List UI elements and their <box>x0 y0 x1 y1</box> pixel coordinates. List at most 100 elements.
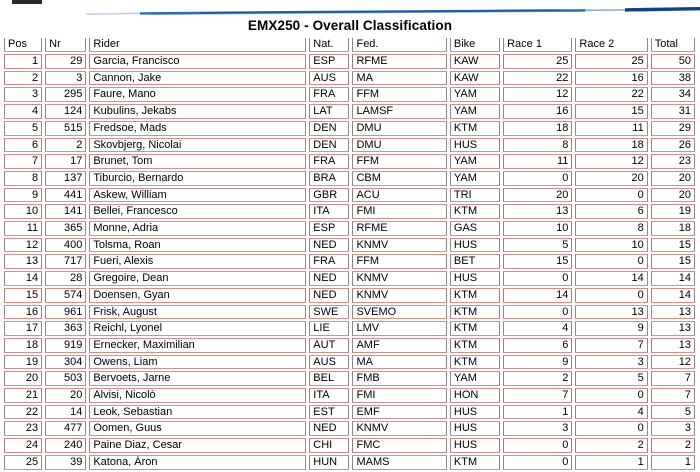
cell-pos: 5 <box>4 120 43 136</box>
cell-pos: 2 <box>4 70 43 86</box>
cell-nat: FRA <box>309 87 350 103</box>
cell-pos: 25 <box>4 454 43 470</box>
cell-nat: FRA <box>309 254 350 270</box>
cell-bike: YAM <box>449 87 501 103</box>
cell-total: 7 <box>650 371 695 387</box>
cell-race1: 7 <box>503 388 573 403</box>
cell-total: 38 <box>650 70 695 86</box>
table-row: 15 574 Doensen, Gyan NED KNMV KTM 14 0 14 <box>4 287 695 303</box>
cell-fed: EMF <box>352 404 447 420</box>
cell-bike: KTM <box>449 304 501 320</box>
cell-total: 20 <box>650 170 695 186</box>
cell-rider: Bellei, Francesco <box>89 204 307 220</box>
cell-total: 34 <box>650 87 695 103</box>
table-row: 2 3 Cannon, Jake AUS MA KAW 22 16 38 <box>4 70 695 86</box>
cell-nat: GBR <box>309 187 350 203</box>
cell-total: 20 <box>650 187 695 203</box>
cell-nr: 39 <box>45 454 87 470</box>
cell-race2: 3 <box>575 354 648 370</box>
cell-nat: DEN <box>309 120 350 136</box>
cell-rider: Tolsma, Roan <box>89 237 307 253</box>
cell-rider: Paine Diaz, Cesar <box>89 438 307 453</box>
cell-nr: 29 <box>45 54 87 69</box>
cell-fed: KNMV <box>352 237 447 253</box>
cell-nat: ITA <box>309 204 350 220</box>
cell-pos: 11 <box>4 221 43 236</box>
cell-bike: HON <box>449 388 501 403</box>
cell-nr: 3 <box>45 70 87 86</box>
cell-total: 14 <box>650 271 695 286</box>
cell-rider: Garcia, Francisco <box>89 54 307 69</box>
cell-total: 13 <box>650 304 695 320</box>
column-header-bike: Bike <box>449 38 501 52</box>
cell-total: 18 <box>650 221 695 236</box>
cell-pos: 10 <box>4 204 43 220</box>
cell-race1: 2 <box>503 371 573 387</box>
cell-nat: NED <box>309 237 350 253</box>
cell-race1: 3 <box>503 421 573 437</box>
column-header-race1: Race 1 <box>503 38 573 52</box>
cell-race2: 18 <box>575 137 648 153</box>
cell-nat: CHI <box>309 438 350 453</box>
cell-nat: NED <box>309 271 350 286</box>
cell-total: 13 <box>650 337 695 353</box>
cell-nat: BRA <box>309 170 350 186</box>
cell-pos: 1 <box>4 54 43 69</box>
cell-pos: 12 <box>4 237 43 253</box>
column-header-pos: Pos <box>4 38 43 52</box>
cell-nat: AUT <box>309 337 350 353</box>
cell-total: 1 <box>650 454 695 470</box>
cell-nat: ESP <box>309 221 350 236</box>
cell-nr: 17 <box>45 154 87 169</box>
cell-fed: DMU <box>352 137 447 153</box>
cell-total: 3 <box>650 421 695 437</box>
cell-race2: 13 <box>575 304 648 320</box>
cell-fed: ACU <box>352 187 447 203</box>
cell-bike: KAW <box>449 54 501 69</box>
table-row: 22 14 Leok, Sebastian EST EMF HUS 1 4 5 <box>4 404 695 420</box>
cell-race1: 16 <box>503 104 573 119</box>
cell-bike: TRI <box>449 187 501 203</box>
cell-bike: KTM <box>449 204 501 220</box>
cell-nat: AUS <box>309 70 350 86</box>
cell-pos: 7 <box>4 154 43 169</box>
cell-rider: Reichl, Lyonel <box>89 321 307 336</box>
cell-pos: 18 <box>4 337 43 353</box>
cell-race2: 0 <box>575 287 648 303</box>
cell-pos: 13 <box>4 254 43 270</box>
column-header-fed: Fed. <box>352 38 447 52</box>
cell-bike: KAW <box>449 70 501 86</box>
cell-nr: 503 <box>45 371 87 387</box>
cell-rider: Skovbjerg, Nicolai <box>89 137 307 153</box>
cell-total: 14 <box>650 287 695 303</box>
cell-rider: Bervoets, Jarne <box>89 371 307 387</box>
cell-race2: 6 <box>575 204 648 220</box>
cell-pos: 24 <box>4 438 43 453</box>
cell-rider: Doensen, Gyan <box>89 287 307 303</box>
cell-nr: 295 <box>45 87 87 103</box>
cell-fed: FMI <box>352 388 447 403</box>
cell-bike: HUS <box>449 237 501 253</box>
cell-nr: 574 <box>45 287 87 303</box>
cell-race1: 10 <box>503 221 573 236</box>
cell-bike: YAM <box>449 170 501 186</box>
cell-race1: 1 <box>503 404 573 420</box>
cell-total: 29 <box>650 120 695 136</box>
table-row: 11 365 Monne, Adria ESP RFME GAS 10 8 18 <box>4 221 695 236</box>
cell-rider: Owens, Liam <box>89 354 307 370</box>
table-row: 23 477 Oomen, Guus NED KNMV HUS 3 0 3 <box>4 421 695 437</box>
cell-total: 5 <box>650 404 695 420</box>
cell-race1: 20 <box>503 187 573 203</box>
cell-pos: 14 <box>4 271 43 286</box>
cell-pos: 23 <box>4 421 43 437</box>
cell-rider: Leok, Sebastian <box>89 404 307 420</box>
cell-nr: 20 <box>45 388 87 403</box>
cell-race2: 12 <box>575 154 648 169</box>
cell-race2: 0 <box>575 421 648 437</box>
cell-race2: 22 <box>575 87 648 103</box>
cell-bike: GAS <box>449 221 501 236</box>
cell-race2: 5 <box>575 371 648 387</box>
scan-corner-mark <box>12 0 42 4</box>
column-header-rider: Rider <box>89 38 307 52</box>
